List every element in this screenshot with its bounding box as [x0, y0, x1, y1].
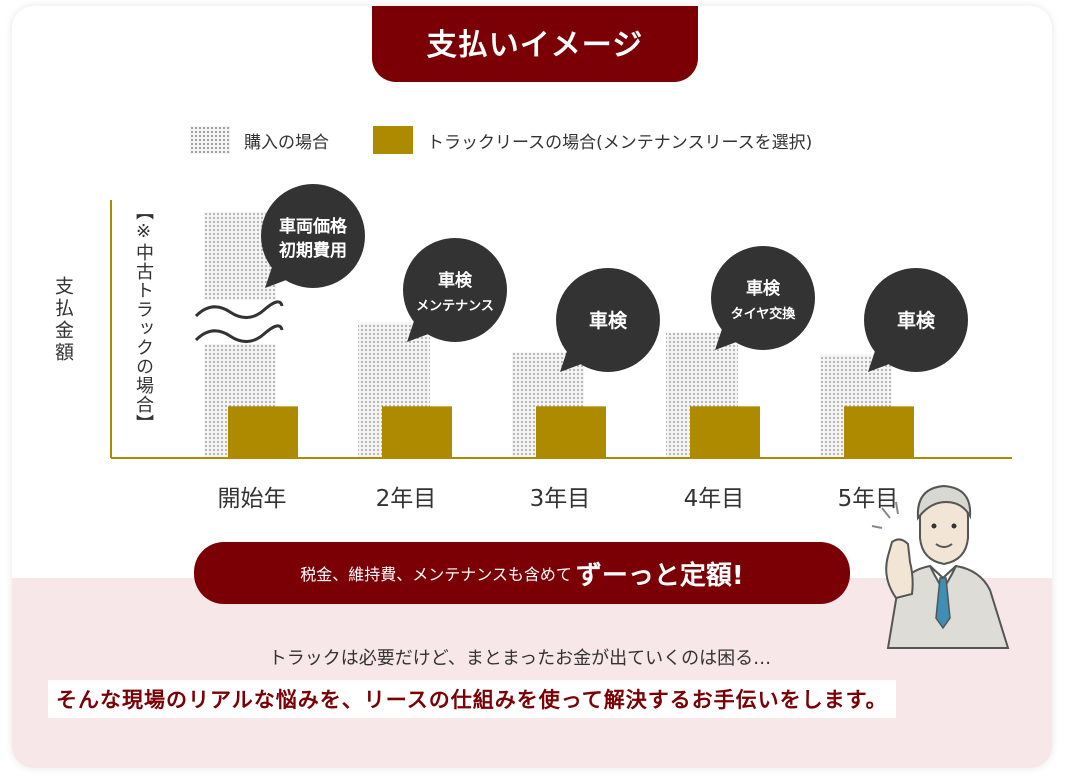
lease-bars	[228, 406, 914, 458]
subtext-solution: そんな現場のリアルな悩みを、リースの仕組みを使って解決するお手伝いをします。	[48, 680, 896, 718]
x-tick-label: 2年目	[376, 486, 437, 512]
used-truck-note: 【※中古トラックの場合】	[133, 202, 154, 433]
chart-legend: 購入の場合 トラックリースの場合(メンテナンスリースを選択)	[190, 126, 856, 154]
x-tick-label: 開始年	[218, 486, 287, 512]
axis-break-wave	[194, 324, 284, 343]
bubble-circle	[556, 268, 660, 372]
legend-item-purchase: 購入の場合	[190, 126, 329, 154]
message-big: ずーっと定額!	[575, 560, 744, 591]
x-tick-label: 3年目	[530, 486, 591, 512]
fixed-rate-message: 税金、維持費、メンテナンスも含めて ずーっと定額!	[194, 542, 850, 604]
businessman-illustration	[871, 484, 1010, 649]
axis-break-wave	[194, 300, 284, 319]
bubble-text: 初期費用	[279, 240, 347, 261]
bubble-text: 車検	[589, 309, 628, 332]
axis-break-marks	[194, 300, 290, 344]
bubble-text: メンテナンス	[416, 299, 494, 314]
x-tick-label: 5年目	[838, 486, 899, 512]
subtext-concern: トラックは必要だけど、まとまったお金が出ていくのは困る…	[268, 648, 772, 669]
x-tick-label: 4年目	[684, 486, 745, 512]
legend-swatch-lease	[373, 126, 413, 154]
chart-axes	[110, 200, 1012, 459]
legend-label-purchase: 購入の場合	[244, 132, 329, 153]
legend-label-lease: トラックリースの場合(メンテナンスリースを選択)	[427, 132, 813, 153]
legend-swatch-purchase	[190, 126, 230, 154]
bubble-text: 車両価格	[279, 216, 348, 237]
page-title: 支払いイメージ	[372, 6, 698, 82]
bubble-text: 車検	[897, 309, 936, 332]
bubble-text: 車検	[746, 278, 781, 299]
lease-bar	[382, 406, 452, 458]
x-tick-labels: 開始年 2年目 3年目 4年目 5年目	[218, 486, 899, 512]
lease-bar	[228, 406, 298, 458]
annotation-bubble: 車検	[864, 268, 968, 372]
lease-bar	[536, 406, 606, 458]
bubble-circle	[261, 184, 365, 288]
bubble-circle	[864, 268, 968, 372]
lease-bar	[844, 406, 914, 458]
y-axis-label: 支払金額	[52, 276, 74, 364]
bubble-text: 車検	[438, 270, 473, 291]
bubble-circle	[711, 246, 815, 350]
lease-bar	[690, 406, 760, 458]
bubble-text: タイヤ交換	[731, 306, 797, 322]
annotation-bubble: 車検	[556, 268, 660, 372]
legend-item-lease: トラックリースの場合(メンテナンスリースを選択)	[373, 126, 812, 154]
message-small: 税金、維持費、メンテナンスも含めて	[300, 565, 572, 584]
bubble-circle	[403, 238, 507, 342]
bottom-band	[12, 578, 1052, 768]
